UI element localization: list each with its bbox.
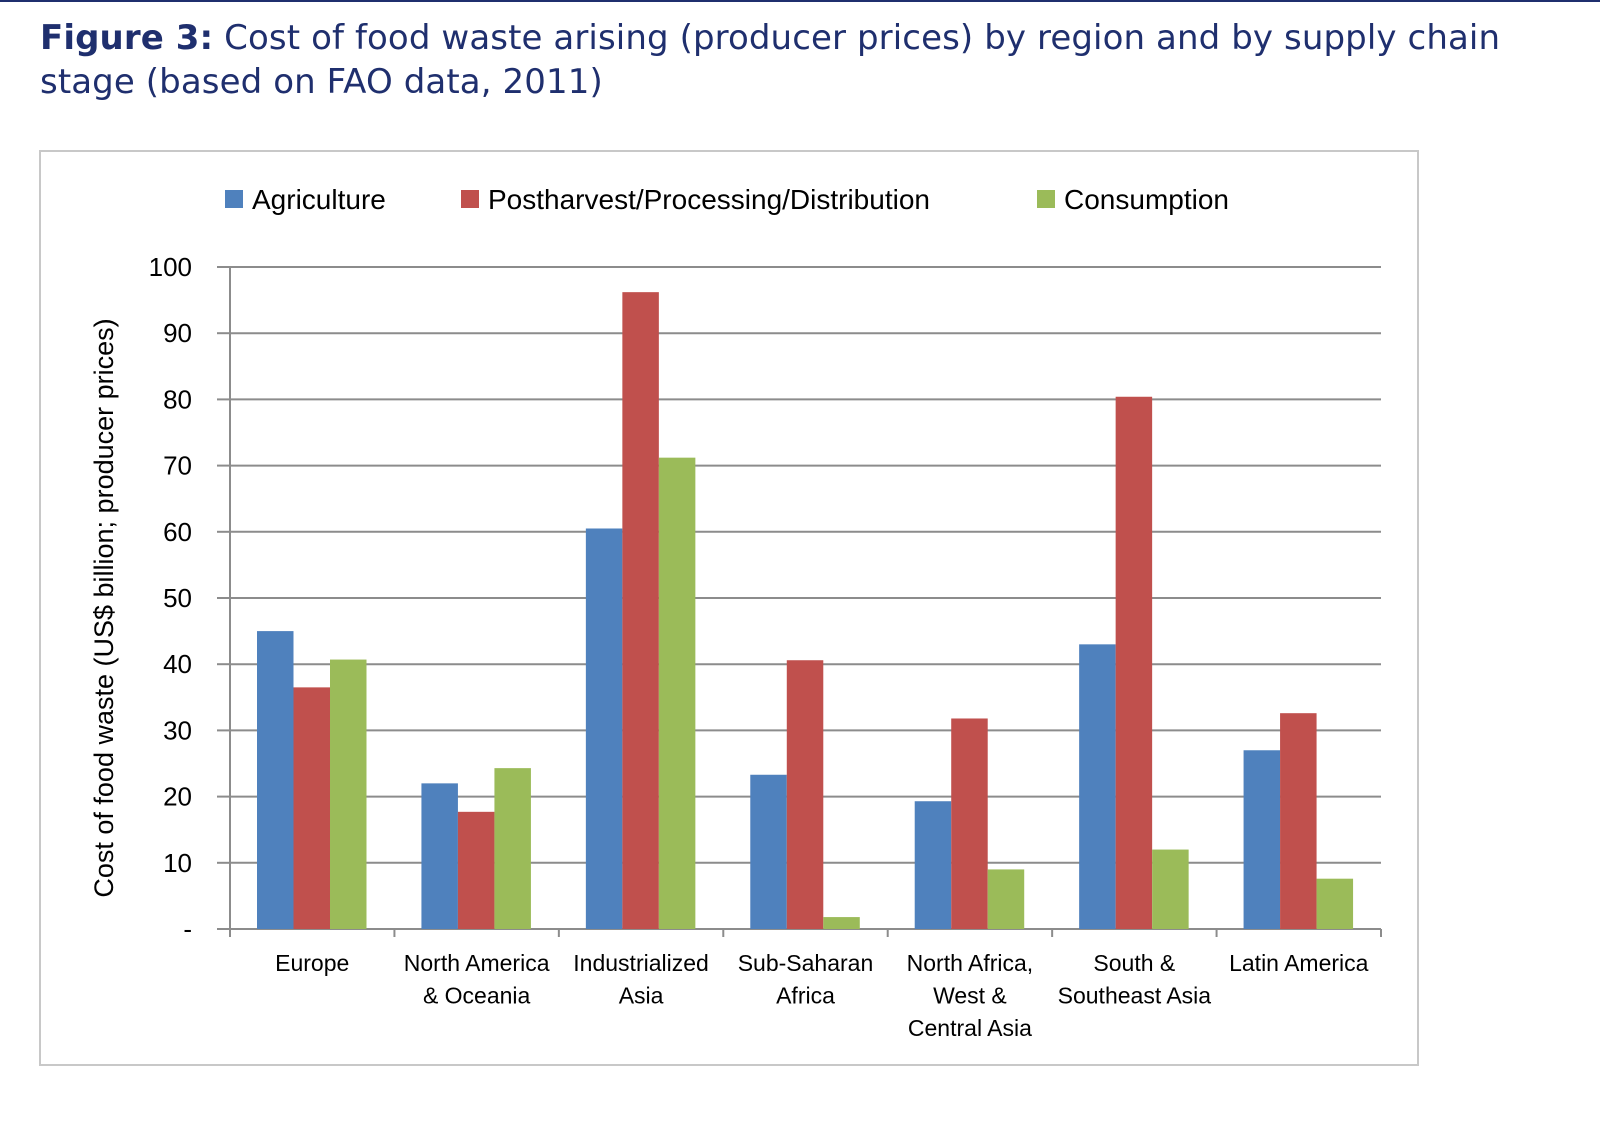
legend-swatch [1037, 190, 1055, 208]
y-tick-label: 90 [163, 318, 192, 348]
bar-postharvest [951, 718, 988, 929]
bar-agriculture [750, 774, 787, 929]
bar-postharvest [1280, 713, 1317, 929]
x-category-label: Africa [776, 983, 835, 1009]
figure-label: Figure 3: [40, 18, 214, 58]
bar-consumption [1152, 849, 1189, 929]
figure-title: Figure 3: Cost of food waste arising (pr… [40, 16, 1580, 104]
x-category-label: Europe [275, 950, 349, 976]
legend-swatch [225, 190, 243, 208]
y-tick-label: 60 [163, 517, 192, 547]
legend-swatch [461, 190, 479, 208]
x-category-label: Latin America [1229, 950, 1369, 976]
bar-agriculture [421, 783, 458, 929]
legend-label: Postharvest/Processing/Distribution [488, 184, 930, 215]
x-category-label: West & [933, 983, 1007, 1009]
figure-caption: Cost of food waste arising (producer pri… [40, 18, 1501, 102]
top-rule [0, 0, 1600, 2]
y-tick-label: 30 [163, 715, 192, 745]
bar-postharvest [293, 687, 330, 929]
bar-consumption [658, 457, 696, 929]
chart-frame [39, 150, 1419, 1066]
y-tick-label: - [183, 914, 192, 944]
x-category-label: Asia [619, 983, 664, 1009]
bar-postharvest [1115, 396, 1153, 929]
bar-consumption [1316, 878, 1354, 929]
bar-consumption [330, 659, 367, 929]
y-axis-title: Cost of food waste (US$ billion; produce… [89, 318, 119, 897]
bar-consumption [494, 768, 531, 929]
x-category-label: Sub-Saharan [738, 950, 874, 976]
bar-consumption [823, 917, 860, 929]
legend-label: Consumption [1064, 184, 1229, 215]
bar-agriculture [585, 528, 623, 929]
bar-postharvest [457, 811, 495, 929]
bar-agriculture [1243, 750, 1281, 929]
y-tick-label: 100 [149, 252, 192, 282]
x-category-label: Central Asia [908, 1015, 1032, 1041]
x-category-label: South & [1093, 950, 1175, 976]
y-tick-label: 40 [163, 649, 192, 679]
y-tick-label: 10 [163, 848, 192, 878]
x-category-label: Southeast Asia [1058, 983, 1212, 1009]
x-category-label: North Africa, [907, 950, 1034, 976]
bar-postharvest [786, 660, 824, 929]
bar-agriculture [1079, 644, 1116, 929]
y-tick-label: 20 [163, 782, 192, 812]
bar-consumption [987, 869, 1025, 929]
x-category-label: North America [404, 950, 550, 976]
bar-agriculture [257, 631, 294, 929]
bar-postharvest [622, 292, 659, 929]
bar-agriculture [914, 801, 952, 929]
y-tick-label: 50 [163, 583, 192, 613]
y-tick-label: 80 [163, 384, 192, 414]
x-category-label: & Oceania [423, 983, 531, 1009]
y-tick-label: 70 [163, 451, 192, 481]
x-category-label: Industrialized [573, 950, 709, 976]
legend-label: Agriculture [252, 184, 386, 215]
